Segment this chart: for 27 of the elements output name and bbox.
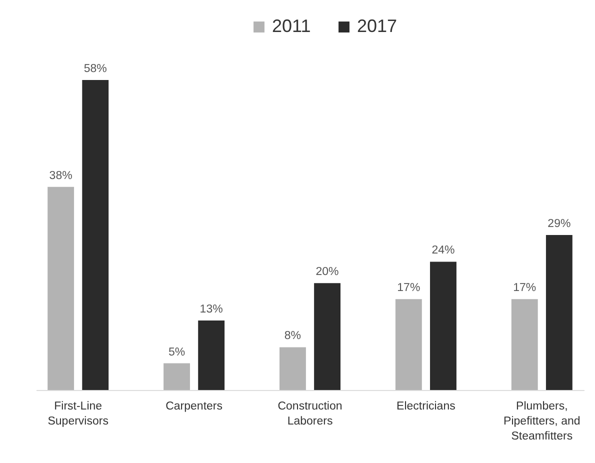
- legend-label: 2017: [357, 16, 398, 36]
- data-label: 29%: [548, 218, 571, 230]
- bar: [198, 320, 225, 390]
- bar: [314, 283, 340, 390]
- data-label: 17%: [513, 282, 536, 294]
- x-tick-label: Plumbers, Pipefitters, and Steamfitters: [504, 400, 580, 442]
- data-label: 17%: [397, 282, 420, 294]
- bar: [280, 347, 306, 390]
- data-label: 20%: [316, 266, 339, 278]
- bar: [511, 299, 538, 390]
- data-label: 13%: [200, 304, 223, 316]
- x-tick-label: Electricians: [396, 400, 456, 412]
- data-label: 24%: [432, 244, 455, 257]
- bar: [546, 235, 572, 390]
- bar: [430, 262, 456, 390]
- x-tick-label: First-Line Supervisors: [48, 400, 109, 428]
- data-label: 58%: [84, 63, 107, 75]
- bar: [82, 80, 109, 390]
- bar: [48, 186, 74, 390]
- data-label: 38%: [49, 170, 72, 182]
- data-label: 8%: [284, 330, 302, 342]
- x-tick-label: Construction Laborers: [278, 400, 342, 428]
- bar: [395, 299, 422, 390]
- bar: [164, 363, 190, 390]
- x-tick-label: Carpenters: [166, 400, 223, 412]
- legend-label: 2011: [272, 16, 311, 36]
- data-label: 5%: [168, 346, 186, 358]
